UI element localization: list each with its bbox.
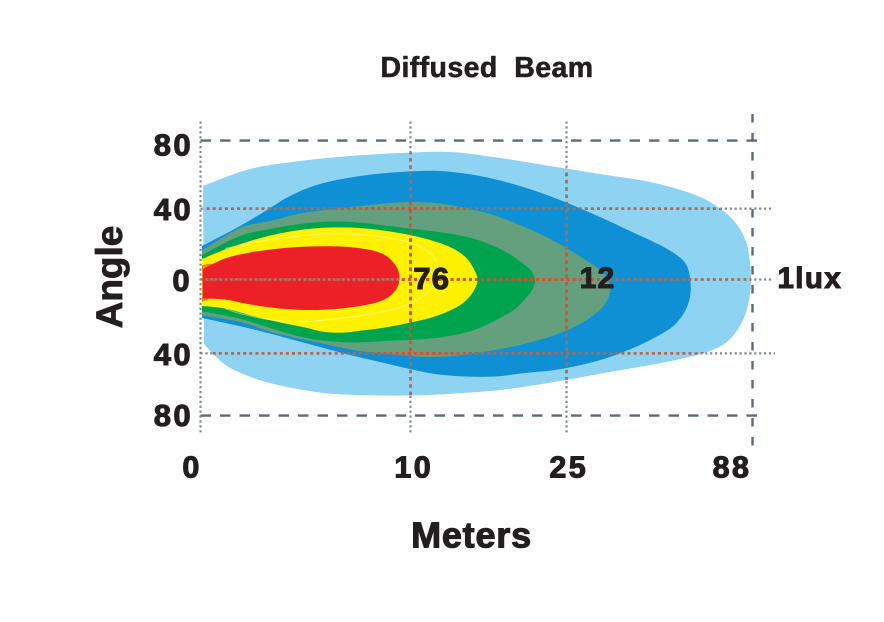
svg-text:25: 25 xyxy=(549,451,588,485)
svg-text:0: 0 xyxy=(172,263,192,298)
svg-text:80: 80 xyxy=(154,398,193,433)
svg-text:10: 10 xyxy=(394,451,433,485)
svg-text:Meters: Meters xyxy=(411,514,532,555)
svg-text:Diffused Beam: Diffused Beam xyxy=(380,52,593,84)
svg-text:0: 0 xyxy=(182,451,201,485)
svg-text:Angle: Angle xyxy=(89,226,130,329)
svg-text:76: 76 xyxy=(413,261,450,296)
svg-text:1lux: 1lux xyxy=(778,262,843,295)
svg-text:80: 80 xyxy=(154,127,193,162)
svg-text:40: 40 xyxy=(154,337,193,372)
svg-text:40: 40 xyxy=(154,192,193,227)
svg-text:12: 12 xyxy=(580,262,616,295)
svg-text:88: 88 xyxy=(713,451,752,485)
